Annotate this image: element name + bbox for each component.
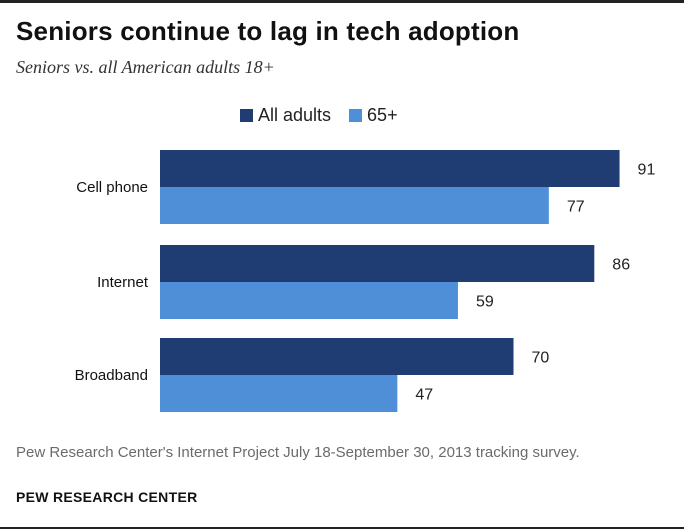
source-credit: PEW RESEARCH CENTER: [16, 489, 198, 505]
legend-label-65-plus: 65+: [367, 105, 398, 125]
legend-label-all-adults: All adults: [258, 105, 332, 125]
value-label-cell-phone-65: 77: [567, 199, 585, 216]
bar-broadband-all-adults: [160, 338, 514, 375]
legend-swatch-all-adults: [240, 109, 253, 122]
bar-cell-phone-all-adults: [160, 150, 620, 187]
category-label-internet: Internet: [97, 274, 149, 291]
category-label-cell-phone: Cell phone: [76, 179, 148, 196]
source-note: Pew Research Center's Internet Project J…: [16, 444, 580, 461]
top-rule: [0, 0, 684, 3]
bar-internet-65: [160, 282, 458, 319]
value-label-internet-65: 59: [476, 294, 494, 311]
value-label-internet-all-adults: 86: [612, 257, 630, 274]
legend-item-65-plus: 65+: [349, 105, 398, 126]
value-label-broadband-65: 47: [415, 387, 433, 404]
chart-title: Seniors continue to lag in tech adoption: [16, 16, 520, 46]
value-label-broadband-all-adults: 70: [532, 350, 550, 367]
bar-chart: Cell phone 91 77 Internet 86 59 Broadband 70 47: [75, 150, 656, 412]
bar-internet-all-adults: [160, 245, 595, 282]
legend: All adults 65+: [240, 105, 416, 126]
bottom-rule: [0, 527, 684, 529]
category-label-broadband: Broadband: [75, 367, 148, 384]
bar-broadband-65: [160, 375, 398, 412]
chart-subtitle: Seniors vs. all American adults 18+: [16, 57, 275, 77]
legend-swatch-65-plus: [349, 109, 363, 122]
value-label-cell-phone-all-adults: 91: [638, 162, 656, 179]
legend-item-all-adults: All adults: [240, 105, 331, 126]
bar-cell-phone-65: [160, 187, 549, 224]
